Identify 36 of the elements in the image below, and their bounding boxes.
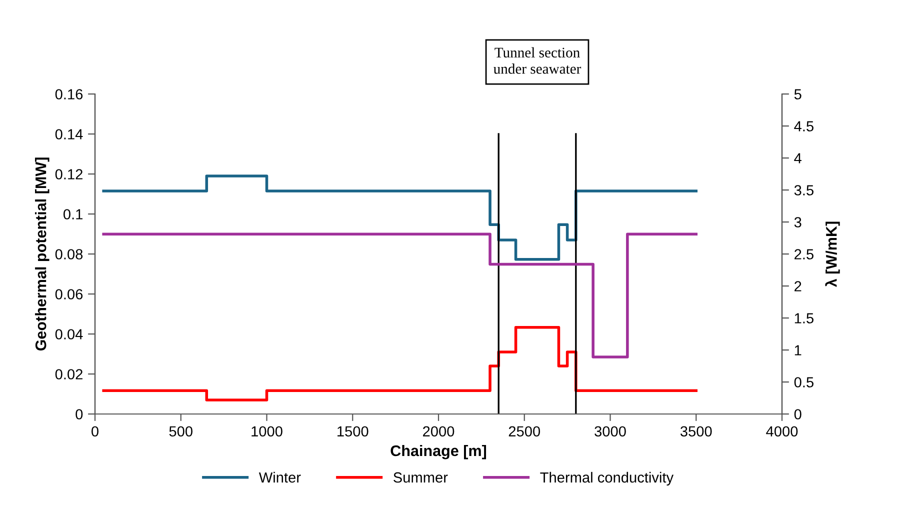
y-tick-label: 0.04 [55, 329, 83, 340]
y2-axis-title: λ [W/mK] [825, 222, 840, 288]
y2-tick-label: 3.5 [794, 185, 814, 196]
x-tick-label: 2000 [423, 426, 454, 437]
y-tick-label: 0 [76, 409, 83, 420]
y2-tick-label: 0.5 [794, 377, 814, 388]
y2-tick-label: 4 [794, 153, 802, 164]
x-tick-label: 2500 [508, 426, 540, 437]
x-tick-label: 4000 [766, 426, 798, 437]
y2-tick-label: 1.5 [794, 313, 814, 324]
x-tick-label: 1500 [338, 426, 368, 437]
y-tick-label: 0.06 [55, 289, 83, 300]
x-tick-label: 0 [92, 426, 98, 437]
y2-tick-label: 4.5 [794, 121, 814, 132]
text: Tunnel section under seawater [494, 47, 582, 74]
y2-tick-label: 2.5 [794, 249, 814, 260]
y-axis-title: Geothermal potential [MW] [35, 158, 50, 351]
y-tick-label: 0.08 [55, 249, 83, 260]
y-tick-label: 0.02 [55, 369, 82, 380]
x-tick-label: 3000 [594, 426, 626, 437]
legend-label: Summer [394, 472, 448, 483]
y-tick-label: 0.16 [55, 89, 83, 100]
legend-label: Winter [258, 472, 301, 483]
x-axis-title: Chainage [m] [390, 444, 486, 460]
y-tick-label: 0.1 [63, 209, 82, 220]
x-tick-label: 1000 [252, 426, 282, 437]
y2-tick-label: 5 [794, 89, 802, 100]
legend-label: Thermal conductivity [540, 472, 674, 486]
y2-tick-label: 3 [794, 217, 802, 228]
y-tick-label: 0.14 [55, 129, 83, 140]
y2-tick-label: 1 [794, 345, 802, 356]
x-tick-label: 3500 [680, 426, 712, 437]
y2-tick-label: 2 [794, 281, 802, 292]
y2-tick-label: 0 [794, 409, 802, 420]
x-tick-label: 500 [169, 426, 192, 437]
y-tick-label: 0.12 [55, 169, 82, 180]
